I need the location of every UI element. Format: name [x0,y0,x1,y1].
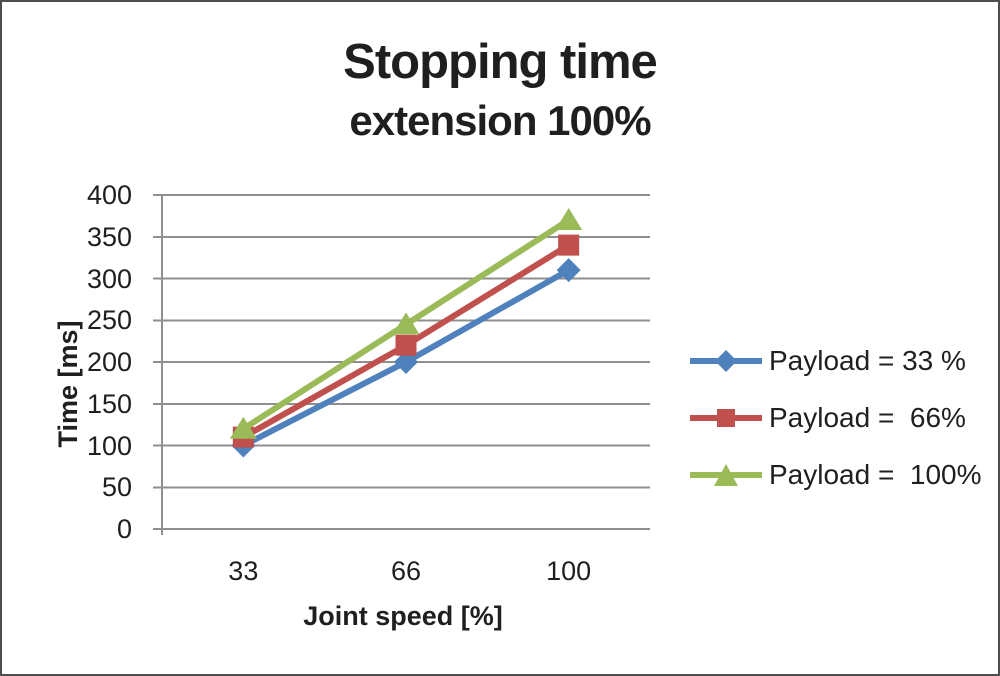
y-tick-label: 350 [86,221,132,252]
data-point-marker [229,416,257,439]
data-point-marker [555,208,583,231]
legend-item: Payload = 33 % [690,332,982,389]
legend-marker-shape [714,463,738,486]
data-point-marker [394,350,418,374]
y-tick-label: 250 [86,305,132,336]
plot-area [153,194,650,535]
legend-item: Payload = 66% [690,389,982,446]
y-tick-label: 100 [86,430,132,461]
y-tick-label: 300 [86,263,132,294]
x-tick-label: 33 [228,556,259,586]
legend-marker-shape [717,408,735,427]
y-tick-label: 150 [86,388,132,419]
y-tick-label: 200 [86,347,132,377]
y-tick-label: 400 [86,180,132,210]
y-tick-label: 50 [101,472,132,503]
legend-item-label: Payload = 33 % [769,344,966,376]
chart-title: Stopping time [343,35,658,89]
chart-subtitle: extension 100% [349,97,651,144]
y-tick-label: 0 [116,514,132,544]
legend-item-label: Payload = 100% [769,458,982,490]
x-tick-label: 100 [546,556,592,586]
legend-item-label: Payload = 66% [769,401,966,433]
legend: Payload = 33 % Payload = 66% Payload = 100… [690,332,982,503]
legend-item: Payload = 100% [690,446,982,503]
data-point-marker [558,234,580,256]
x-axis-title: Joint speed [%] [303,601,503,631]
triangle-marker-icon [690,463,762,486]
data-point-marker [392,312,420,335]
square-marker-icon [690,408,762,427]
x-tick-label: 66 [390,556,422,586]
data-point-marker [556,258,581,283]
legend-marker-shape [715,349,737,372]
data-point-marker [395,334,417,356]
diamond-marker-icon [690,349,762,372]
